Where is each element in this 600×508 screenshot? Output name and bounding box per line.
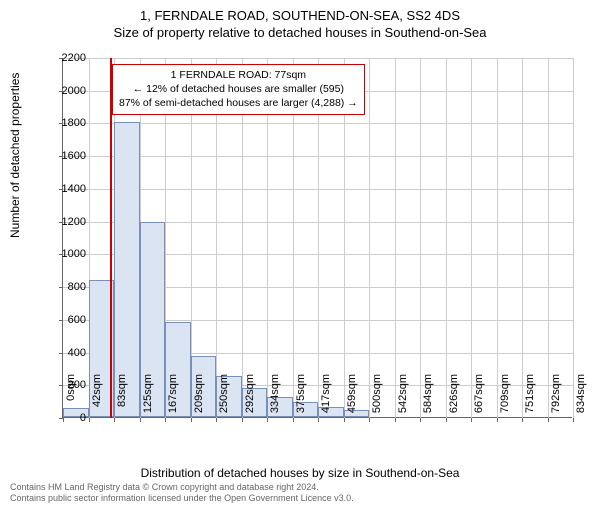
x-tick-label: 709sqm [499, 374, 511, 413]
gridline-v [497, 58, 498, 418]
gridline-v [471, 58, 472, 418]
x-tick-mark [140, 418, 141, 422]
x-tick-label: 584sqm [422, 374, 434, 413]
footer-line-2: Contains public sector information licen… [10, 493, 354, 504]
x-tick-mark [191, 418, 192, 422]
x-tick-mark [522, 418, 523, 422]
x-tick-mark [369, 418, 370, 422]
chart-title: 1, FERNDALE ROAD, SOUTHEND-ON-SEA, SS2 4… [0, 8, 600, 23]
x-axis-label: Distribution of detached houses by size … [0, 466, 600, 480]
y-tick-label: 2200 [46, 52, 86, 64]
x-tick-label: 375sqm [295, 374, 307, 413]
chart-subtitle: Size of property relative to detached ho… [0, 25, 600, 40]
x-tick-label: 250sqm [218, 374, 230, 413]
y-tick-label: 1000 [46, 248, 86, 260]
x-tick-mark [344, 418, 345, 422]
x-tick-label: 334sqm [269, 374, 281, 413]
x-tick-mark [318, 418, 319, 422]
x-tick-label: 292sqm [244, 374, 256, 413]
x-tick-mark [216, 418, 217, 422]
x-tick-mark [446, 418, 447, 422]
gridline-v [573, 58, 574, 418]
x-tick-label: 167sqm [167, 374, 179, 413]
annotation-line-1: 1 FERNDALE ROAD: 77sqm [119, 68, 358, 82]
x-tick-mark [89, 418, 90, 422]
footer-line-1: Contains HM Land Registry data © Crown c… [10, 482, 354, 493]
x-tick-label: 209sqm [193, 374, 205, 413]
gridline-v [395, 58, 396, 418]
x-tick-label: 834sqm [575, 374, 587, 413]
gridline-v [369, 58, 370, 418]
y-tick-label: 1400 [46, 183, 86, 195]
y-axis-label: Number of detached properties [8, 73, 22, 238]
gridline-v [420, 58, 421, 418]
x-tick-mark [114, 418, 115, 422]
x-tick-label: 125sqm [142, 374, 154, 413]
annotation-line-3: 87% of semi-detached houses are larger (… [119, 96, 358, 110]
footer-note: Contains HM Land Registry data © Crown c… [10, 482, 354, 504]
x-tick-mark [497, 418, 498, 422]
x-tick-mark [420, 418, 421, 422]
annotation-box: 1 FERNDALE ROAD: 77sqm ← 12% of detached… [112, 64, 365, 115]
x-tick-mark [395, 418, 396, 422]
y-tick-label: 600 [46, 314, 86, 326]
x-tick-mark [293, 418, 294, 422]
gridline-v [522, 58, 523, 418]
x-tick-label: 626sqm [448, 374, 460, 413]
annotation-line-2: ← 12% of detached houses are smaller (59… [119, 82, 358, 96]
x-tick-mark [165, 418, 166, 422]
x-tick-label: 751sqm [524, 374, 536, 413]
x-tick-label: 792sqm [550, 374, 562, 413]
x-tick-mark [267, 418, 268, 422]
x-tick-label: 417sqm [320, 374, 332, 413]
y-tick-label: 400 [46, 347, 86, 359]
x-tick-label: 0sqm [65, 374, 77, 401]
y-tick-label: 1600 [46, 150, 86, 162]
x-tick-label: 83sqm [116, 374, 128, 407]
gridline-v [446, 58, 447, 418]
x-tick-mark [471, 418, 472, 422]
histogram-bar [114, 122, 140, 417]
y-tick-label: 1200 [46, 216, 86, 228]
y-tick-label: 1800 [46, 117, 86, 129]
x-tick-mark [548, 418, 549, 422]
x-tick-mark [242, 418, 243, 422]
x-tick-label: 542sqm [397, 374, 409, 413]
x-tick-label: 459sqm [346, 374, 358, 413]
x-tick-label: 667sqm [473, 374, 485, 413]
x-tick-label: 42sqm [91, 374, 103, 407]
y-tick-label: 800 [46, 281, 86, 293]
y-tick-label: 2000 [46, 85, 86, 97]
x-tick-label: 500sqm [371, 374, 383, 413]
y-tick-label: 0 [46, 412, 86, 424]
gridline-v [548, 58, 549, 418]
x-tick-mark [573, 418, 574, 422]
